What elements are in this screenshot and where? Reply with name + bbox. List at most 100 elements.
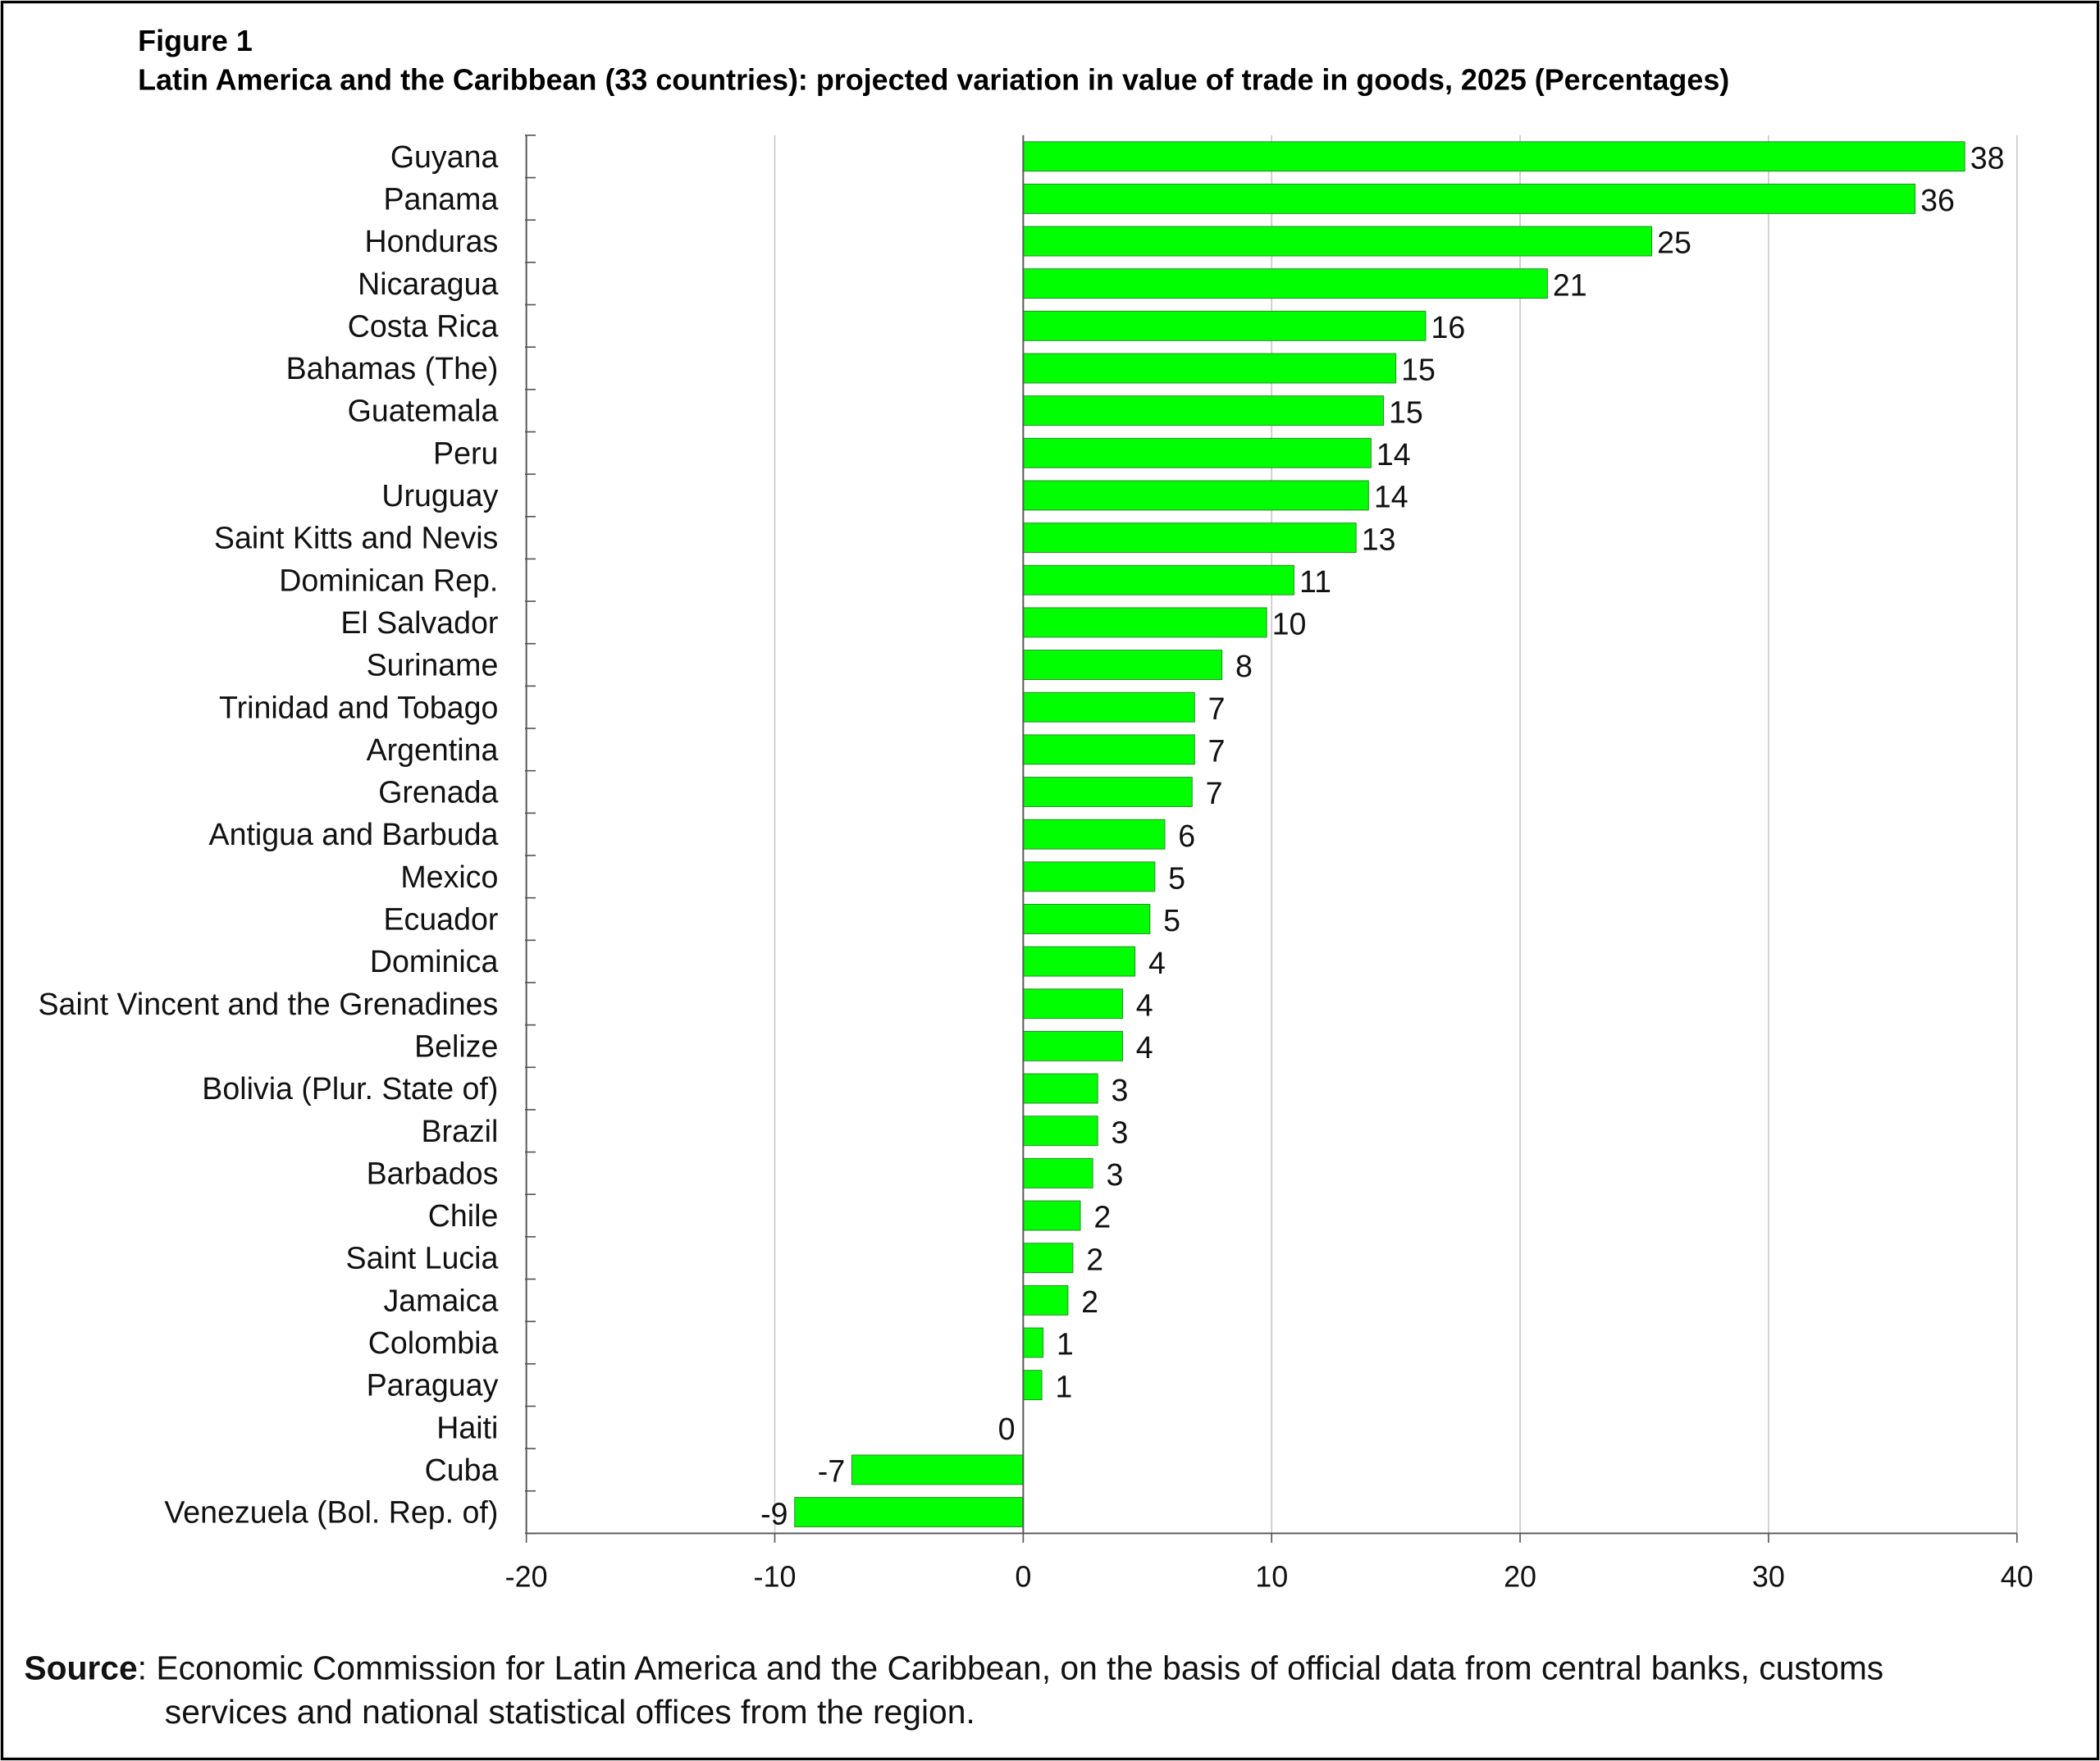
data-labels: 3836252116151514141311108777655444333222… [760, 140, 2004, 1531]
data-label: 0 [998, 1412, 1016, 1446]
bar [1022, 268, 1548, 299]
category-label: Suriname [367, 648, 499, 682]
category-label: Haiti [436, 1410, 498, 1444]
data-label: 25 [1657, 226, 1691, 260]
bar [1022, 522, 1357, 554]
data-label: 1 [1057, 1327, 1074, 1362]
source-label: Source [24, 1649, 137, 1686]
category-label: Jamaica [384, 1283, 499, 1317]
category-label: Bahamas (The) [286, 351, 499, 386]
category-label: Colombia [368, 1325, 499, 1360]
data-label: 3 [1106, 1157, 1123, 1192]
data-label: 7 [1208, 691, 1226, 726]
data-label: 2 [1081, 1284, 1098, 1319]
data-label: -9 [760, 1496, 788, 1531]
category-label: Grenada [378, 775, 498, 810]
data-label: 36 [1920, 183, 1955, 217]
bar [1022, 1327, 1044, 1358]
data-label: 38 [1970, 140, 2005, 175]
data-label: 3 [1112, 1115, 1129, 1149]
category-label: Guatemala [348, 394, 499, 428]
data-label: 4 [1148, 946, 1166, 980]
category-label: El Salvador [340, 605, 498, 640]
category-label: Peru [433, 436, 498, 470]
category-label: Mexico [400, 860, 498, 894]
data-label: 21 [1553, 267, 1587, 302]
category-label: Trinidad and Tobago [219, 690, 498, 724]
bar [1022, 691, 1195, 723]
category-label: Costa Rica [348, 308, 499, 343]
category-label: Belize [414, 1029, 498, 1063]
bar [1022, 1243, 1074, 1274]
bar [794, 1497, 1024, 1528]
data-label: 6 [1178, 819, 1195, 853]
bar [851, 1454, 1024, 1485]
data-label: 11 [1299, 564, 1331, 599]
bar [1022, 395, 1384, 427]
category-label: Brazil [421, 1114, 498, 1148]
bar [1022, 1200, 1081, 1231]
source-note: Source: Economic Commission for Latin Am… [24, 1649, 1883, 1686]
category-label: Cuba [425, 1453, 499, 1487]
bar [1022, 946, 1136, 977]
data-label: 3 [1112, 1073, 1129, 1107]
category-label: Uruguay [381, 478, 498, 513]
category-label: Argentina [367, 732, 499, 767]
bar [1022, 353, 1397, 384]
x-tick-label: 40 [2001, 1560, 2034, 1594]
chart-title: Latin America and the Caribbean (33 coun… [138, 62, 1729, 96]
x-tick-label: -10 [754, 1560, 797, 1594]
bar [1022, 904, 1151, 934]
category-label: Saint Vincent and the Grenadines [39, 987, 499, 1021]
category-labels: Guyana Panama Honduras Nicaragua Costa Rica B… [39, 139, 499, 1530]
category-label: Barbados [367, 1156, 499, 1190]
x-tick-label: 0 [1015, 1560, 1031, 1594]
bar [1022, 141, 1965, 172]
bar [1022, 988, 1123, 1020]
bar [1022, 1115, 1098, 1147]
bar [1022, 650, 1223, 681]
category-label: Panama [383, 181, 498, 216]
data-label: 2 [1093, 1200, 1111, 1234]
category-label: Venezuela (Bol. Rep. of) [164, 1495, 498, 1530]
axes [525, 135, 2018, 1543]
figure-label: Figure 1 [138, 24, 253, 57]
bar [1022, 183, 1916, 214]
data-label: 13 [1362, 522, 1396, 556]
data-label: 7 [1206, 776, 1223, 810]
x-tick-label: 10 [1255, 1560, 1288, 1594]
bar [1022, 734, 1195, 765]
bar [1022, 564, 1294, 595]
category-label: Bolivia (Plur. State of) [202, 1071, 498, 1106]
source-text-line1: : Economic Commission for Latin America … [138, 1649, 1884, 1686]
data-label: 2 [1086, 1242, 1103, 1276]
x-tick-label: -20 [505, 1560, 548, 1594]
x-tick-label: 30 [1752, 1560, 1785, 1594]
bar [1022, 777, 1193, 807]
data-label: 10 [1272, 607, 1307, 641]
bar [1022, 1157, 1093, 1188]
data-label: 1 [1055, 1369, 1072, 1403]
bar [1022, 861, 1156, 892]
data-label: -7 [818, 1454, 845, 1489]
category-label: Dominican Rep. [279, 563, 498, 597]
category-label: Honduras [365, 224, 499, 258]
bar [1022, 1073, 1098, 1104]
data-label: 5 [1163, 903, 1180, 938]
data-label: 4 [1136, 1030, 1153, 1065]
category-label: Antigua and Barbuda [209, 817, 499, 851]
data-label: 15 [1401, 353, 1436, 387]
x-tick-label: 20 [1504, 1560, 1536, 1594]
category-label: Saint Lucia [346, 1241, 499, 1275]
source-text-line2: services and national statistical office… [165, 1693, 975, 1731]
bar [1022, 1284, 1069, 1316]
data-label: 14 [1374, 480, 1408, 514]
category-label: Nicaragua [358, 267, 498, 301]
data-label: 14 [1376, 437, 1411, 472]
category-label: Guyana [390, 139, 499, 174]
category-label: Saint Kitts and Nevis [214, 521, 498, 555]
bar [1022, 819, 1166, 850]
data-label: 7 [1208, 734, 1226, 769]
category-label: Ecuador [383, 902, 498, 937]
bars [794, 141, 1965, 1528]
